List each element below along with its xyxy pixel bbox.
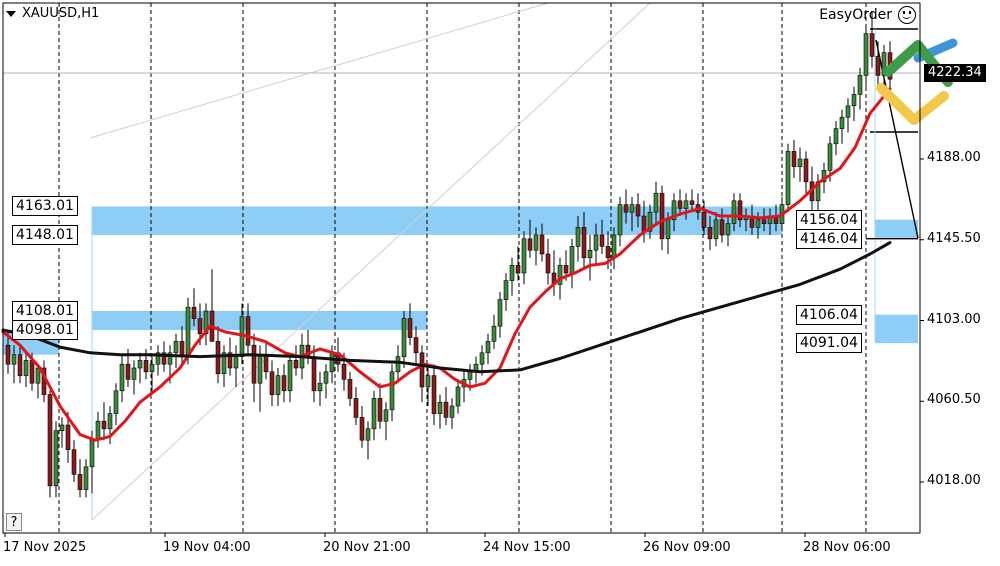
easyorder-button[interactable]: EasyOrder bbox=[819, 6, 916, 24]
easyorder-label: EasyOrder bbox=[819, 7, 892, 23]
resistance-zone-left bbox=[92, 206, 782, 235]
faint-trendline-diagonal[interactable] bbox=[91, 2, 651, 521]
current-price-tag: 4222.34 bbox=[924, 64, 986, 82]
price-axis-label: 4188.00 bbox=[927, 150, 981, 165]
support-zone-right bbox=[875, 314, 918, 344]
level-label-4146-04[interactable]: 4146.04 bbox=[796, 228, 862, 249]
time-axis-label: 19 Nov 04:00 bbox=[163, 540, 251, 555]
time-axis-label: 24 Nov 15:00 bbox=[483, 540, 571, 555]
price-axis-label: 4145.50 bbox=[927, 230, 981, 246]
smiley-icon bbox=[898, 6, 916, 24]
moving-averages-layer bbox=[1, 87, 892, 442]
faint-trendline-upper[interactable] bbox=[89, 2, 549, 139]
ma-fast-line bbox=[1, 87, 892, 442]
dropdown-triangle-icon[interactable] bbox=[6, 10, 16, 17]
symbol-title-text: XAUUSD,H1 bbox=[22, 6, 100, 21]
price-axis-label: 4103.00 bbox=[927, 311, 981, 327]
time-axis-label: 26 Nov 09:00 bbox=[643, 540, 731, 555]
candles-layer bbox=[5, 10, 893, 498]
resistance-zone-right bbox=[875, 219, 918, 239]
symbol-title[interactable]: XAUUSD,H1 bbox=[6, 6, 99, 21]
price-axis-label: 4018.00 bbox=[927, 473, 981, 488]
support-zone-left bbox=[92, 310, 427, 330]
logo-yellow-stroke bbox=[876, 83, 949, 125]
help-button[interactable]: ? bbox=[6, 513, 22, 531]
level-label-4148-01[interactable]: 4148.01 bbox=[12, 224, 78, 245]
current-price-label: 4222.34 bbox=[928, 65, 982, 80]
grid-layer bbox=[58, 3, 867, 533]
level-label-4108-01[interactable]: 4108.01 bbox=[12, 300, 78, 321]
price-axis-ticks bbox=[4, 158, 924, 537]
level-label-4163-01[interactable]: 4163.01 bbox=[12, 196, 78, 217]
level-label-4098-01[interactable]: 4098.01 bbox=[12, 319, 78, 340]
time-axis-label: 28 Nov 06:00 bbox=[803, 540, 891, 555]
time-axis-label: 17 Nov 2025 bbox=[3, 540, 87, 555]
chart-frame bbox=[2, 2, 921, 534]
price-axis-label: 4060.50 bbox=[927, 392, 981, 408]
level-label-4091-04[interactable]: 4091.04 bbox=[796, 333, 862, 354]
ma-slow-line bbox=[1, 241, 892, 374]
time-axis-label: 20 Nov 21:00 bbox=[323, 540, 411, 555]
level-label-4156-04[interactable]: 4156.04 bbox=[796, 209, 862, 230]
level-label-4106-04[interactable]: 4106.04 bbox=[796, 304, 862, 325]
